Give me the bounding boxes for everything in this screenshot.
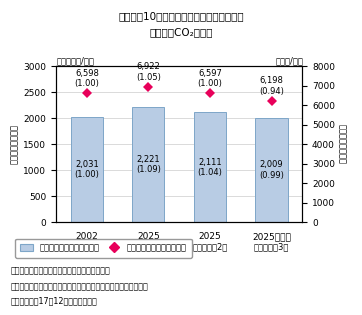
Text: （平成17年12月）」より作成: （平成17年12月）」より作成: [11, 297, 98, 306]
Text: 2025: 2025: [137, 232, 160, 242]
Bar: [194, 112, 226, 222]
Text: 仙塩広域10市町村のシナリオ別自動車走行: 仙塩広域10市町村のシナリオ別自動車走行: [118, 11, 244, 21]
Text: 6,598
(1.00): 6,598 (1.00): [75, 69, 99, 88]
Text: 6,922
(1.05): 6,922 (1.05): [136, 62, 161, 82]
Text: 2,031
(1.00): 2,031 (1.00): [75, 160, 99, 179]
Bar: [256, 118, 287, 222]
Text: （トン/日）: （トン/日）: [275, 56, 303, 65]
Bar: [132, 107, 164, 222]
Text: 資料）「第４回仙台都市圏パーソントリップ調査報告書　提言編: 資料）「第４回仙台都市圏パーソントリップ調査報告書 提言編: [11, 282, 149, 291]
Text: 6,597
(1.00): 6,597 (1.00): [198, 69, 222, 88]
Y-axis label: 二酸化炭素排出量: 二酸化炭素排出量: [337, 124, 346, 164]
Text: 2,111
(1.04): 2,111 (1.04): [198, 158, 222, 177]
Text: 2,221
(1.09): 2,221 (1.09): [136, 155, 161, 174]
Y-axis label: 自動車走行台キロ: 自動車走行台キロ: [10, 124, 19, 164]
Text: 6,198
(0.94): 6,198 (0.94): [259, 77, 284, 96]
Text: 2025: 2025: [199, 232, 221, 242]
Text: （注）（　）は現況からの伸びを示している。: （注）（ ）は現況からの伸びを示している。: [11, 266, 111, 275]
Text: 2002: 2002: [76, 232, 98, 242]
Text: （シナリオ3）: （シナリオ3）: [254, 242, 289, 251]
Text: 2,009
(0.99): 2,009 (0.99): [259, 160, 284, 180]
Text: （シナリオ2）: （シナリオ2）: [192, 242, 228, 251]
Bar: [71, 117, 103, 222]
Text: （シナリオ1）: （シナリオ1）: [131, 242, 166, 251]
Text: 台キロとCO₂排出量: 台キロとCO₂排出量: [149, 27, 213, 37]
Legend: 自動車走行台キロ（左軸）, 二酸化炭素排出量（右軸）: 自動車走行台キロ（左軸）, 二酸化炭素排出量（右軸）: [15, 238, 192, 258]
Text: （万台キロ/日）: （万台キロ/日）: [56, 56, 94, 65]
Text: 2025（年）: 2025（年）: [252, 232, 291, 242]
